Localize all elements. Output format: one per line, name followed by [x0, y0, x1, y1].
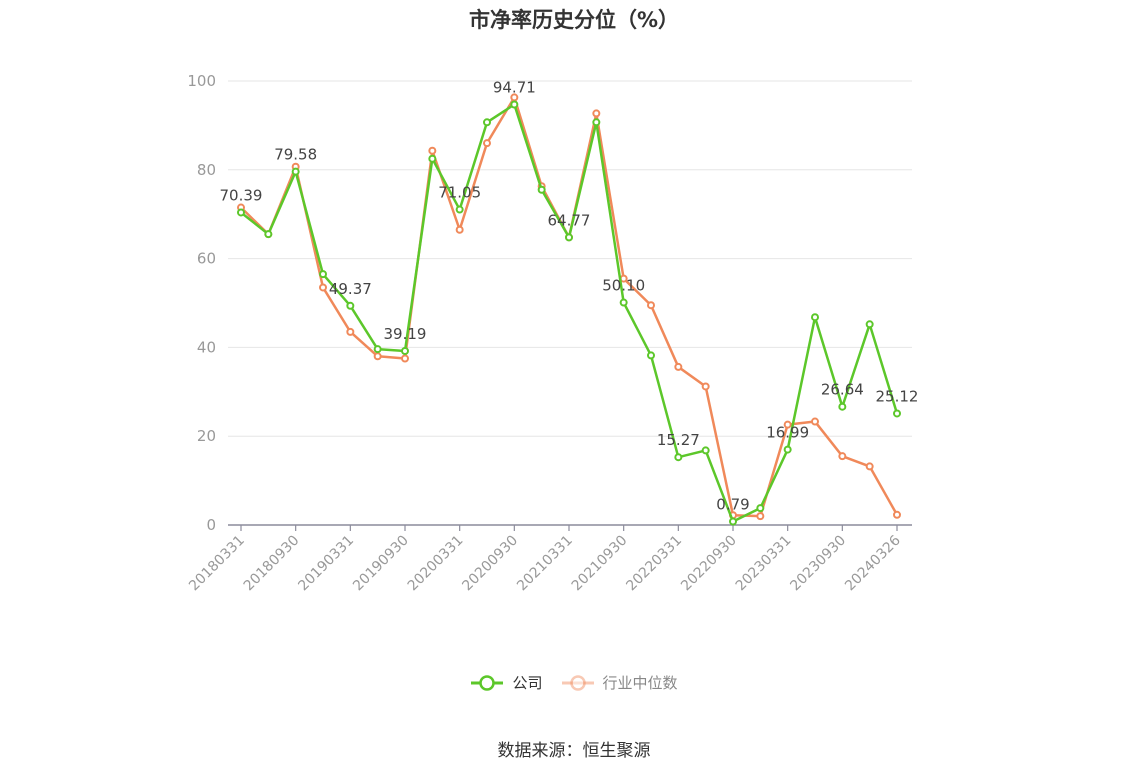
- industry-point: [346, 327, 355, 336]
- industry-point: [592, 109, 601, 118]
- industry-point: [319, 283, 327, 292]
- company-point: [811, 313, 819, 322]
- data-label: 64.77: [548, 211, 591, 229]
- line-chart: 0 20 40 60 80 100 2018033120180930201903312019…: [186, 72, 919, 595]
- company-point: [565, 233, 573, 242]
- industry-point: [674, 362, 683, 371]
- company-point: [729, 517, 737, 526]
- legend-industry-icon: [561, 674, 594, 691]
- company-point: [865, 320, 874, 329]
- grid-layer: [228, 80, 912, 437]
- company-point: [756, 504, 765, 513]
- industry-point: [510, 93, 519, 102]
- company-point: [455, 205, 464, 214]
- data-label: 26.64: [821, 381, 864, 399]
- legend: 公司 行业中位数: [0, 672, 1148, 693]
- industry-point: [756, 512, 765, 521]
- company-point: [537, 185, 546, 194]
- data-label: 50.10: [602, 277, 645, 295]
- y-tick-label: 60: [197, 250, 216, 268]
- legend-item-company[interactable]: 公司: [470, 672, 543, 693]
- chart-title: 市净率历史分位（%）: [468, 8, 680, 32]
- legend-item-industry[interactable]: 行业中位数: [561, 672, 678, 693]
- x-tick-label: 20220930: [678, 533, 740, 595]
- y-tick-label: 80: [197, 161, 216, 179]
- company-point: [838, 402, 847, 411]
- industry-point: [647, 301, 655, 310]
- industry-point: [838, 452, 847, 461]
- industry-point: [701, 382, 710, 391]
- data-label: 71.05: [438, 184, 481, 202]
- data-label: 15.27: [657, 431, 700, 449]
- data-label: 39.19: [384, 325, 427, 343]
- company-point: [401, 346, 409, 355]
- company-point: [893, 409, 901, 418]
- x-tick-label: 20190331: [295, 533, 357, 595]
- industry-point: [811, 417, 819, 426]
- y-tick-label: 0: [206, 516, 216, 534]
- company-point: [346, 301, 355, 310]
- company-point: [510, 100, 519, 109]
- data-label: 94.71: [493, 78, 536, 96]
- company-point: [428, 154, 437, 163]
- x-tick-label: 20230331: [733, 533, 795, 595]
- x-tick-label: 20210331: [514, 533, 576, 595]
- company-point: [674, 453, 683, 462]
- x-tick-label: 20230930: [787, 533, 849, 595]
- company-point: [783, 445, 792, 454]
- industry-point: [428, 146, 437, 155]
- industry-point: [373, 352, 382, 361]
- industry-point: [483, 139, 491, 148]
- industry-series-line: [240, 96, 899, 518]
- company-point: [264, 230, 273, 239]
- x-tick-label: 20210930: [569, 533, 631, 595]
- x-tick-label: 20200930: [459, 533, 521, 595]
- x-tick-label: 20190930: [350, 533, 412, 595]
- y-tick-label: 100: [187, 72, 216, 90]
- y-tick-label: 40: [197, 338, 216, 356]
- company-point: [291, 167, 300, 176]
- legend-industry-label: 行业中位数: [602, 674, 678, 692]
- legend-company-icon: [471, 674, 504, 691]
- data-label: 49.37: [329, 280, 372, 298]
- data-source-note: 数据来源：恒生聚源: [497, 741, 651, 761]
- series-layer: [237, 93, 901, 526]
- y-tick-label: 20: [197, 427, 216, 445]
- company-point: [483, 118, 491, 127]
- company-point: [647, 351, 655, 360]
- legend-company-label: 公司: [512, 674, 543, 692]
- data-label: 0.79: [716, 495, 749, 513]
- industry-point: [401, 354, 409, 363]
- data-label: 25.12: [876, 387, 919, 405]
- company-point: [373, 345, 382, 354]
- data-label-layer: 70.39 79.58 49.37 39.19 71.05 94.71 64.77 50.10…: [220, 78, 919, 513]
- x-tick-label: 20200331: [405, 533, 467, 595]
- industry-point: [893, 510, 901, 519]
- company-point: [619, 298, 628, 307]
- data-label: 79.58: [274, 146, 317, 164]
- x-tick-label: 20180331: [186, 533, 248, 595]
- company-point: [319, 270, 327, 279]
- x-tick-label: 20180930: [241, 533, 303, 595]
- x-tick-label: 20240326: [842, 532, 904, 594]
- data-label: 70.39: [220, 186, 263, 204]
- company-point: [237, 208, 245, 217]
- company-point: [701, 446, 710, 455]
- industry-point: [455, 225, 464, 234]
- company-point: [592, 118, 601, 127]
- industry-point: [865, 462, 874, 471]
- x-tick-label: 20220331: [623, 533, 685, 595]
- data-label: 16.99: [766, 424, 809, 442]
- industry-point: [783, 420, 792, 429]
